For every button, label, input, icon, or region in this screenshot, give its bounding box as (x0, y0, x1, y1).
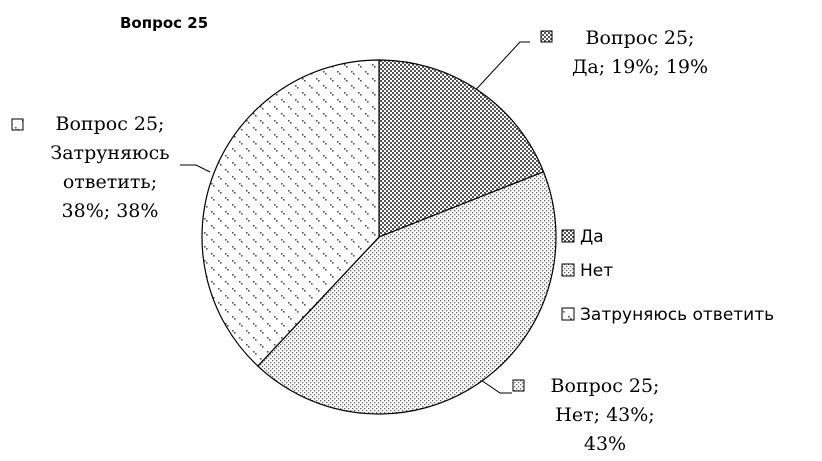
pie-slice (256, 171, 557, 415)
chart-title: Вопрос 25 (120, 14, 208, 32)
legend-label: Затруняюсь ответить (580, 305, 774, 325)
legend-marker (561, 307, 575, 321)
data-label: Вопрос 25; Да; 19%; 19% (571, 27, 709, 78)
label-marker (11, 118, 24, 131)
pie-slice (378, 59, 545, 238)
legend-label: Нет (580, 261, 613, 281)
leader-line (477, 377, 512, 394)
leader-line (469, 41, 530, 97)
label-marker (512, 379, 525, 392)
legend-marker (561, 263, 575, 277)
pie-slice (201, 59, 380, 367)
data-label: Вопрос 25; Затруняюсь ответить; 38%; 38% (50, 113, 170, 222)
legend-label: Да (580, 227, 604, 247)
leader-line (180, 164, 211, 173)
label-marker (540, 30, 553, 43)
legend-marker (561, 229, 575, 243)
data-label: Вопрос 25; Нет; 43%; 43% (550, 375, 660, 455)
